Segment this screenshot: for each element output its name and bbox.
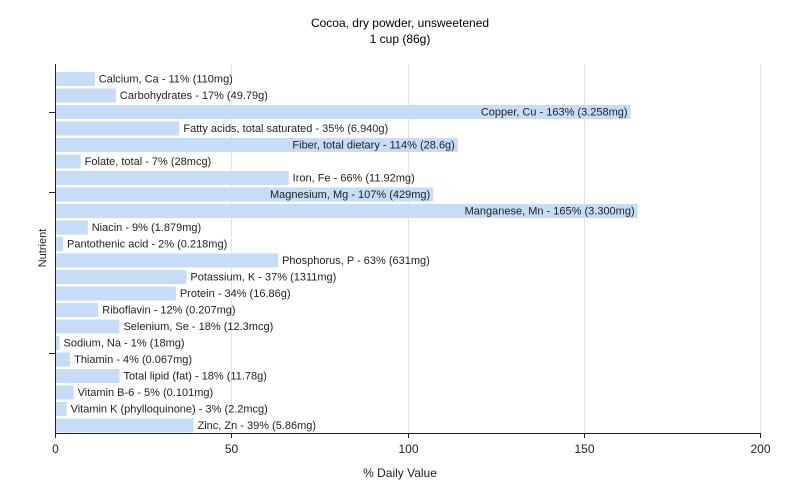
bar (56, 369, 120, 383)
bar (56, 319, 120, 334)
bar-label: Vitamin K (phylloquinone) - 3% (2.2mcg) (71, 403, 268, 415)
bar (56, 138, 458, 152)
bar-label: Protein - 34% (16.86g) (180, 288, 291, 300)
bar-label: Riboflavin - 12% (0.207mg) (102, 304, 235, 316)
bar-label: Sodium, Na - 1% (18mg) (64, 337, 185, 349)
bar (56, 105, 631, 119)
bar (56, 402, 67, 416)
bar (56, 72, 95, 86)
bar (56, 385, 74, 400)
bar-label: Folate, total - 7% (28mcg) (85, 156, 212, 168)
bar (56, 204, 638, 218)
x-tick-label: 0 (52, 442, 59, 456)
bar-label: Pantothenic acid - 2% (0.218mg) (67, 238, 227, 250)
bar-label: Iron, Fe - 66% (11.92mg) (293, 172, 415, 184)
bar-label: Phosphorus, P - 63% (631mg) (282, 255, 430, 267)
bar-label: Niacin - 9% (1.879mg) (92, 222, 201, 234)
bar-label: Manganese, Mn - 165% (3.300mg) (465, 205, 635, 217)
bar-label: Selenium, Se - 18% (12.3mcg) (123, 321, 273, 333)
chart-subtitle: 1 cup (86g) (369, 32, 431, 46)
x-axis-label: % Daily Value (363, 466, 437, 480)
x-tick-label: 200 (750, 442, 770, 456)
bar (56, 220, 88, 235)
bar-label: Vitamin B-6 - 5% (0.101mg) (78, 387, 214, 399)
bar-label: Magnesium, Mg - 107% (429mg) (270, 189, 430, 201)
chart-title: Cocoa, dry powder, unsweetened (310, 16, 490, 30)
x-tick-label: 100 (398, 442, 418, 456)
bar (56, 303, 99, 317)
x-tick-label: 50 (225, 442, 239, 456)
bar (56, 336, 60, 350)
bar (56, 352, 71, 367)
bar (56, 121, 180, 136)
bar (56, 154, 81, 169)
bar (56, 88, 116, 103)
bar (56, 187, 434, 202)
bar-label: Fiber, total dietary - 114% (28.6g) (292, 139, 454, 151)
bar-label: Calcium, Ca - 11% (110mg) (99, 73, 233, 85)
bar-label: Zinc, Zn - 39% (5.86mg) (197, 420, 316, 432)
x-tick-label: 150 (574, 442, 594, 456)
bar-label: Total lipid (fat) - 18% (11.78g) (123, 370, 266, 382)
bar (56, 237, 64, 251)
bar-label: Thiamin - 4% (0.067mg) (74, 354, 192, 366)
bar-label: Copper, Cu - 163% (3.258mg) (481, 106, 628, 118)
y-axis-label: Nutrient (37, 228, 49, 268)
bar (56, 253, 279, 268)
bar-label: Carbohydrates - 17% (49.79g) (120, 90, 268, 102)
bar (56, 286, 176, 301)
bar-label: Fatty acids, total saturated - 35% (6.94… (183, 123, 388, 135)
bar (56, 270, 187, 284)
bar-label: Potassium, K - 37% (1311mg) (190, 271, 336, 283)
bar (56, 418, 194, 433)
bar (56, 171, 289, 185)
